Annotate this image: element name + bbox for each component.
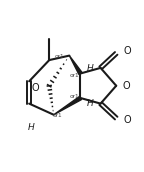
- Polygon shape: [54, 96, 82, 115]
- Text: H: H: [87, 64, 93, 73]
- Text: H: H: [28, 123, 34, 132]
- Text: or1: or1: [53, 113, 62, 118]
- Text: O: O: [123, 115, 131, 125]
- Text: O: O: [123, 46, 131, 56]
- Text: O: O: [122, 81, 130, 91]
- Text: or1: or1: [70, 94, 79, 99]
- Text: O: O: [32, 83, 39, 93]
- Text: H: H: [87, 99, 93, 108]
- Polygon shape: [69, 56, 82, 74]
- Text: or1: or1: [70, 73, 79, 78]
- Text: or1: or1: [55, 54, 65, 59]
